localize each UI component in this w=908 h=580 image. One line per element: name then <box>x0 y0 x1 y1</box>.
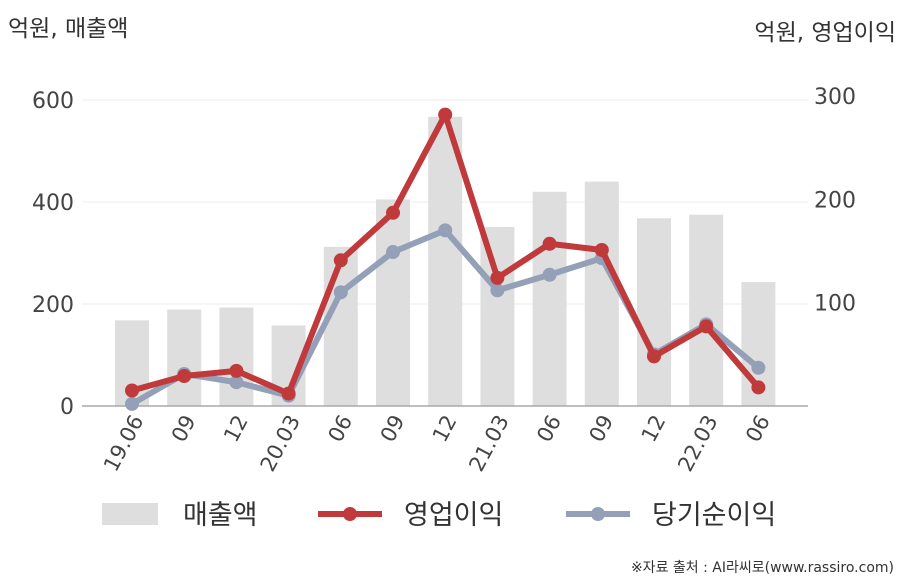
right-tick-label: 300 <box>814 85 856 110</box>
x-tick-label: 21.03 <box>464 411 513 475</box>
bar-09 <box>167 309 202 406</box>
left-tick-label: 0 <box>60 395 74 420</box>
legend-swatch-bar <box>102 503 158 525</box>
point-당기순이익-6 <box>438 223 453 238</box>
left-tick-label: 600 <box>32 89 74 114</box>
bar-22.03 <box>689 214 724 406</box>
x-tick-label: 12 <box>637 411 671 446</box>
bar-12 <box>219 307 254 406</box>
left-axis-ticks: 0 200 400 600 <box>32 89 74 420</box>
x-tick-label: 09 <box>584 411 618 446</box>
x-tick-label: 06 <box>741 411 775 446</box>
x-tick-label: 06 <box>323 411 357 446</box>
source-note: ※자료 출처 : AI라씨로(www.rassiro.com) <box>631 560 894 576</box>
point-영업이익-2 <box>229 363 244 378</box>
point-당기순이익-5 <box>386 245 400 260</box>
point-영업이익-10 <box>647 349 661 364</box>
x-tick-label: 20.03 <box>256 411 305 475</box>
x-tick-label: 19.06 <box>99 411 148 475</box>
point-영업이익-4 <box>333 253 348 268</box>
legend-swatch-marker <box>591 507 605 521</box>
point-영업이익-7 <box>490 270 505 285</box>
bar-09 <box>584 181 619 406</box>
right-tick-label: 200 <box>814 188 856 213</box>
x-tick-label: 22.03 <box>673 411 722 475</box>
legend-label: 영업이익 <box>404 500 503 531</box>
left-tick-label: 200 <box>32 293 74 318</box>
x-axis-ticks: 19.06 09 12 20.03 06 09 12 21.03 06 09 12 22.03 06 <box>99 411 775 475</box>
bar-21.03 <box>480 226 515 406</box>
line-series <box>125 107 766 411</box>
legend-swatch-marker <box>343 507 357 521</box>
right-tick-label: 100 <box>814 292 856 317</box>
point-당기순이익-0 <box>125 396 139 411</box>
point-영업이익-8 <box>542 236 557 251</box>
right-axis-ticks: 100 200 300 <box>814 85 856 317</box>
point-영업이익-0 <box>125 383 139 398</box>
bar-series-revenue <box>115 116 776 406</box>
bar-12 <box>428 116 463 406</box>
x-tick-label: 06 <box>532 411 566 446</box>
left-axis-unit-label: 억원, 매출액 <box>8 16 128 42</box>
legend: 매출액 영업이익 당기순이익 <box>102 500 776 531</box>
right-axis-unit-label: 억원, 영업이익 <box>754 20 896 46</box>
bar-12 <box>637 218 671 406</box>
legend-label: 매출액 <box>183 500 258 531</box>
point-영업이익-5 <box>386 205 400 220</box>
bar-09 <box>376 199 410 406</box>
bar-06 <box>323 246 358 406</box>
point-영업이익-6 <box>438 107 453 122</box>
point-영업이익-3 <box>281 386 296 401</box>
point-영업이익-11 <box>699 319 714 334</box>
point-당기순이익-4 <box>333 285 348 300</box>
point-영업이익-1 <box>177 369 192 384</box>
point-영업이익-12 <box>751 380 766 395</box>
point-당기순이익-2 <box>229 375 244 390</box>
point-당기순이익-8 <box>542 267 557 282</box>
point-당기순이익-12 <box>751 360 766 375</box>
x-tick-label: 12 <box>428 411 462 446</box>
legend-label: 당기순이익 <box>652 500 776 531</box>
point-영업이익-9 <box>594 242 609 257</box>
bar-06 <box>532 191 567 406</box>
x-tick-label: 09 <box>376 411 410 446</box>
x-tick-label: 12 <box>219 411 253 446</box>
x-tick-label: 09 <box>167 411 201 446</box>
left-tick-label: 400 <box>32 191 74 216</box>
point-당기순이익-7 <box>490 283 505 298</box>
